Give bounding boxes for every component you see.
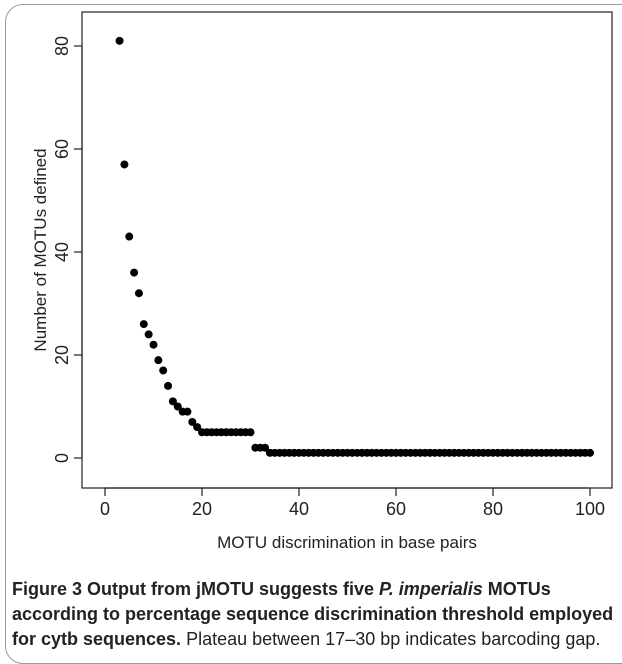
caption-lead-part-1: Figure 3 Output from jMOTU suggests five <box>12 579 380 599</box>
plot-border <box>81 11 613 489</box>
data-point <box>173 402 182 411</box>
data-point <box>139 320 148 329</box>
y-tick-label: 40 <box>52 242 72 262</box>
data-point <box>149 340 158 349</box>
x-tick-label: 60 <box>386 499 406 519</box>
data-point <box>246 428 255 437</box>
data-point <box>120 160 129 169</box>
caption-rest: Plateau between 17–30 bp indicates barco… <box>181 629 601 649</box>
y-axis: 0 20 40 60 80 <box>52 36 83 463</box>
data-point <box>159 366 168 375</box>
x-tick-label: 0 <box>100 499 110 519</box>
data-point <box>168 397 177 406</box>
y-tick-label: 80 <box>52 36 72 56</box>
data-point <box>125 232 134 241</box>
data-point <box>193 423 202 432</box>
data-point <box>188 417 197 426</box>
y-axis-label: Number of MOTUs defined <box>31 148 50 351</box>
data-point <box>154 356 163 365</box>
x-tick-label: 20 <box>192 499 212 519</box>
y-tick-label: 60 <box>52 139 72 159</box>
scatter-chart: 0 20 40 60 80 100 0 20 40 60 80 MOTU discriminati… <box>31 11 613 552</box>
x-tick-label: 80 <box>483 499 503 519</box>
data-point <box>130 268 139 277</box>
data-point <box>586 448 594 457</box>
data-point <box>183 407 192 416</box>
data-point <box>115 36 124 45</box>
plot-box <box>81 11 613 489</box>
x-axis-label: MOTU discrimination in base pairs <box>217 533 477 552</box>
x-tick-label: 40 <box>289 499 309 519</box>
data-points <box>115 36 594 457</box>
caption-lead: Figure 3 Output from jMOTU suggests five… <box>12 579 613 649</box>
caption-species-name: P. imperialis <box>379 579 483 599</box>
y-tick-label: 20 <box>52 345 72 365</box>
caption-lead-part-2: MOTUs according to percentage sequence d… <box>12 579 614 649</box>
data-point <box>134 289 143 298</box>
y-tick-label: 0 <box>52 453 72 463</box>
data-point <box>144 330 153 339</box>
x-axis: 0 20 40 60 80 100 <box>100 487 605 519</box>
x-tick-label: 100 <box>575 499 605 519</box>
data-point <box>164 381 173 390</box>
data-point <box>261 443 270 452</box>
figure-caption: Figure 3 Output from jMOTU suggests five… <box>12 577 616 652</box>
